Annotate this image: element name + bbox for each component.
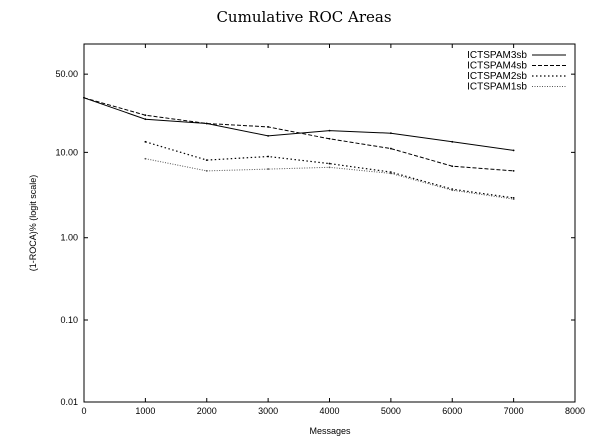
data-point bbox=[267, 168, 270, 170]
series-line-ictspam1sb bbox=[145, 158, 514, 200]
y-tick-label: 50.00 bbox=[55, 69, 78, 79]
x-tick-label: 3000 bbox=[258, 406, 278, 416]
data-point bbox=[205, 169, 208, 172]
series-lines bbox=[83, 96, 515, 201]
data-point bbox=[144, 118, 147, 121]
data-point bbox=[267, 126, 270, 128]
data-point bbox=[83, 96, 85, 99]
legend-label: ICTSPAM4sb bbox=[467, 61, 527, 72]
plot-frame bbox=[83, 43, 576, 403]
x-tick-label: 1000 bbox=[135, 406, 155, 416]
data-point bbox=[512, 169, 515, 172]
data-point bbox=[144, 140, 147, 143]
data-point bbox=[451, 140, 454, 143]
x-tick-label: 8000 bbox=[565, 406, 585, 416]
x-tick-label: 4000 bbox=[319, 406, 339, 416]
y-axis-label: (1-ROCA)% (logit scale) bbox=[28, 175, 38, 272]
data-point bbox=[389, 172, 392, 175]
data-point bbox=[267, 155, 270, 158]
legend-label: ICTSPAM1sb bbox=[467, 82, 527, 93]
data-point bbox=[451, 189, 454, 192]
data-point bbox=[389, 147, 392, 150]
x-tick-label: 6000 bbox=[442, 406, 462, 416]
x-tick-label: 2000 bbox=[197, 406, 217, 416]
x-tick-label: 0 bbox=[81, 406, 86, 416]
series-line-ictspam3sb bbox=[83, 97, 514, 151]
data-point bbox=[267, 135, 270, 137]
y-tick-label: 1.00 bbox=[60, 233, 78, 243]
data-point bbox=[512, 198, 515, 201]
chart-title: Cumulative ROC Areas bbox=[216, 8, 391, 26]
data-point bbox=[389, 132, 392, 135]
series-line-ictspam4sb bbox=[83, 97, 514, 172]
data-point bbox=[512, 149, 515, 152]
y-axis: 0.01 0.10 1.00 10.00 50.00 bbox=[55, 69, 575, 407]
y-tick-label: 10.00 bbox=[55, 147, 78, 157]
y-tick-label: 0.01 bbox=[60, 397, 78, 407]
data-point bbox=[389, 171, 392, 174]
legend-label: ICTSPAM2sb bbox=[467, 71, 527, 82]
data-point bbox=[205, 159, 208, 162]
series-line-ictspam2sb bbox=[145, 141, 514, 199]
data-point bbox=[144, 114, 147, 117]
data-point bbox=[328, 129, 331, 132]
x-tick-label: 5000 bbox=[381, 406, 401, 416]
data-point bbox=[328, 137, 331, 140]
data-point bbox=[144, 157, 147, 160]
data-point bbox=[512, 196, 515, 199]
data-point bbox=[328, 162, 331, 165]
x-axis: 0 1000 2000 3000 4000 5000 6000 7000 8000 bbox=[81, 44, 585, 416]
y-tick-label: 0.10 bbox=[60, 315, 78, 325]
data-point bbox=[328, 166, 331, 169]
data-point bbox=[205, 122, 208, 125]
x-tick-label: 7000 bbox=[504, 406, 524, 416]
legend-label: ICTSPAM3sb bbox=[467, 50, 527, 61]
x-axis-label: Messages bbox=[309, 426, 351, 436]
data-point bbox=[451, 165, 454, 168]
